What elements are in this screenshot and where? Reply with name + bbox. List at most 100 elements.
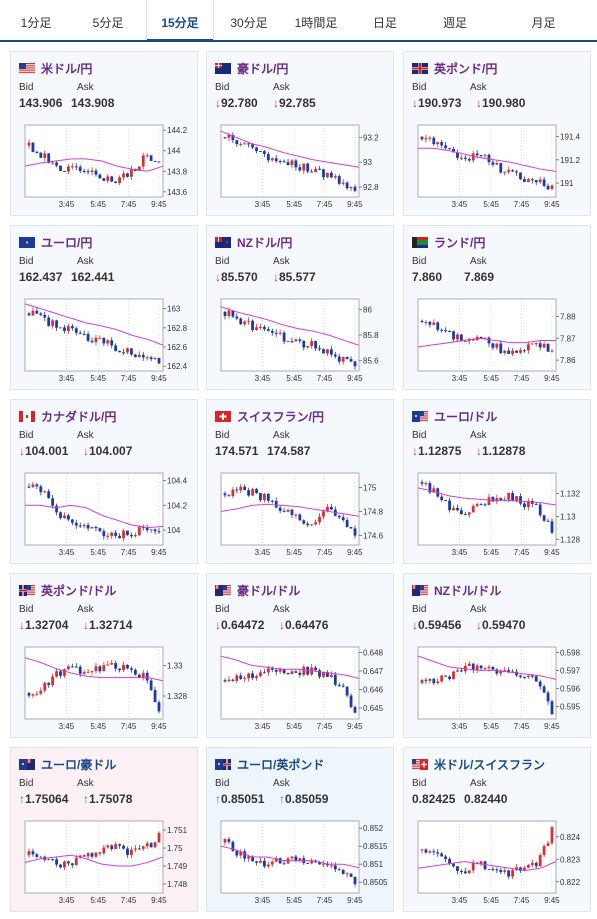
plot-area bbox=[220, 124, 360, 198]
tab-0[interactable]: 1分足 bbox=[20, 16, 52, 30]
plot-area bbox=[220, 820, 360, 894]
pair-name[interactable]: カナダドル/円 bbox=[41, 409, 117, 424]
candle-down bbox=[231, 310, 235, 317]
pair-name[interactable]: ランド/円 bbox=[434, 235, 486, 250]
candle-down bbox=[235, 489, 239, 491]
candle-down bbox=[318, 348, 321, 350]
candle-down bbox=[322, 169, 325, 178]
currency-card[interactable]: カナダドル/円 Bid Ask ↓104.001 ↓104.007 104.4 104.2 1… bbox=[10, 399, 198, 564]
price-chart[interactable]: 1.751 1.75 1.749 1.748 3:45 5:45 7:45 9:45 bbox=[19, 819, 195, 909]
candle-down bbox=[262, 326, 266, 330]
y-tick-label: 93 bbox=[363, 158, 372, 167]
tab-5[interactable]: 日足 bbox=[372, 16, 397, 30]
tab-2[interactable]: 15分足 bbox=[146, 0, 214, 42]
currency-card[interactable]: ユーロ/円 Bid Ask 162.437 162.441 163 162.8 162.6 16… bbox=[10, 225, 198, 390]
pair-header[interactable]: スイスフラン/円 bbox=[215, 408, 324, 424]
tab-4[interactable]: 1時間足 bbox=[294, 16, 338, 30]
pair-header[interactable]: 米ドル/スイスフラン bbox=[412, 756, 545, 772]
price-chart[interactable]: 93.2 93 92.8 3:45 5:45 7:45 9:45 bbox=[215, 123, 391, 213]
pair-name[interactable]: 英ポンド/ドル bbox=[41, 583, 117, 598]
bid-value-text: 143.906 bbox=[19, 96, 63, 110]
pair-name[interactable]: 英ポンド/円 bbox=[434, 61, 498, 76]
candle-up bbox=[424, 321, 428, 323]
currency-card[interactable]: 豪ドル/円 Bid Ask ↓92.780 ↓92.785 93.2 93 92.8 3:45 5… bbox=[206, 51, 394, 216]
bid-value: ↓1.32704 bbox=[19, 618, 68, 632]
candle-down bbox=[341, 869, 345, 875]
pair-header[interactable]: カナダドル/円 bbox=[19, 408, 116, 424]
price-chart[interactable]: 1.33 1.328 3:45 5:45 7:45 9:45 bbox=[19, 645, 195, 735]
tab-6[interactable]: 週足 bbox=[442, 16, 467, 30]
price-chart[interactable]: 191.4 191.2 191 3:45 5:45 7:45 9:45 bbox=[412, 123, 588, 213]
candle-down bbox=[459, 871, 463, 873]
arrow-down-icon: ↓ bbox=[273, 270, 279, 284]
pair-header[interactable]: 豪ドル/ドル bbox=[215, 582, 300, 598]
y-tick-label: 144.2 bbox=[167, 126, 188, 135]
candle-down bbox=[270, 500, 274, 502]
tab-3[interactable]: 30分足 bbox=[230, 16, 268, 30]
candle-down bbox=[444, 675, 448, 677]
price-chart[interactable]: 144.2 144 143.8 143.6 3:45 5:45 7:45 9:45 bbox=[19, 123, 195, 213]
tab-1[interactable]: 5分足 bbox=[92, 16, 124, 30]
price-chart[interactable]: 0.598 0.597 0.596 0.595 3:45 5:45 7:45 9:45 bbox=[412, 645, 588, 735]
price-chart[interactable]: 0.648 0.647 0.646 0.645 3:45 5:45 7:45 9:45 bbox=[215, 645, 391, 735]
x-tick-label: 9:45 bbox=[544, 896, 560, 905]
pair-name[interactable]: ユーロ/ドル bbox=[434, 409, 498, 424]
pair-name[interactable]: ユーロ/円 bbox=[41, 235, 93, 250]
x-tick-label: 7:45 bbox=[317, 896, 333, 905]
candle-down bbox=[318, 862, 321, 865]
pair-header[interactable]: ユーロ/英ポンド bbox=[215, 756, 324, 772]
currency-card[interactable]: 英ポンド/円 Bid Ask ↓190.973 ↓190.980 191.4 191.2 19… bbox=[403, 51, 591, 216]
candle-up bbox=[102, 665, 106, 672]
currency-card[interactable]: 米ドル/円 Bid Ask 143.906 143.908 144.2 144 143.8 14… bbox=[10, 51, 198, 216]
price-chart[interactable]: 7.88 7.87 7.86 3:45 5:45 7:45 9:45 bbox=[412, 297, 588, 387]
pair-header[interactable]: 豪ドル/円 bbox=[215, 60, 288, 76]
tab-7[interactable]: 月足 bbox=[531, 16, 556, 30]
currency-card[interactable]: NZドル/ドル Bid Ask ↓0.59456 ↓0.59470 0.598 0.597 0… bbox=[403, 573, 591, 738]
pair-header[interactable]: ユーロ/ドル bbox=[412, 408, 497, 424]
price-chart[interactable]: 1.132 1.13 1.128 3:45 5:45 7:45 9:45 bbox=[412, 471, 588, 561]
currency-card[interactable]: NZドル/円 Bid Ask ↓85.570 ↓85.577 86 85.8 85.6 3:45… bbox=[206, 225, 394, 390]
pair-name[interactable]: 米ドル/円 bbox=[41, 61, 93, 76]
candle-down bbox=[310, 171, 314, 173]
pair-name[interactable]: NZドル/円 bbox=[237, 235, 293, 250]
pair-header[interactable]: ユーロ/円 bbox=[19, 234, 92, 250]
pair-header[interactable]: 米ドル/円 bbox=[19, 60, 92, 76]
currency-card[interactable]: ユーロ/豪ドル Bid Ask ↑1.75064 ↑1.75078 1.751 1.75 1.… bbox=[10, 747, 198, 912]
pair-name[interactable]: 豪ドル/ドル bbox=[237, 583, 301, 598]
currency-card[interactable]: 米ドル/スイスフラン Bid Ask 0.82425 0.82440 0.824 0.823… bbox=[403, 747, 591, 912]
bid-value: ↑1.75064 bbox=[19, 792, 68, 806]
currency-card[interactable]: 豪ドル/ドル Bid Ask ↓0.64472 ↓0.64476 0.648 0.647 0.… bbox=[206, 573, 394, 738]
price-chart[interactable]: 104.4 104.2 104 3:45 5:45 7:45 9:45 bbox=[19, 471, 195, 561]
pair-name[interactable]: スイスフラン/円 bbox=[237, 409, 324, 424]
candle-down bbox=[118, 351, 122, 353]
pair-header[interactable]: 英ポンド/円 bbox=[412, 60, 497, 76]
x-tick-label: 9:45 bbox=[347, 548, 363, 557]
pair-name[interactable]: ユーロ/豪ドル bbox=[41, 757, 117, 772]
price-chart[interactable]: 163 162.8 162.6 162.4 3:45 5:45 7:45 9:45 bbox=[19, 297, 195, 387]
pair-header[interactable]: ユーロ/豪ドル bbox=[19, 756, 116, 772]
price-chart[interactable]: 0.824 0.823 0.822 3:45 5:45 7:45 9:45 bbox=[412, 819, 588, 909]
pair-name[interactable]: 米ドル/スイスフラン bbox=[434, 757, 545, 772]
y-tick-label: 0.824 bbox=[560, 833, 581, 842]
currency-card[interactable]: ランド/円 Bid Ask 7.860 7.869 7.88 7.87 7.86 3:45 5:4… bbox=[403, 225, 591, 390]
currency-card[interactable]: 英ポンド/ドル Bid Ask ↓1.32704 ↓1.32714 1.33 1.328 3:… bbox=[10, 573, 198, 738]
price-chart[interactable]: 0.852 0.8515 0.851 0.8505 3:45 5:45 7:45 9:45 bbox=[215, 819, 391, 909]
currency-card[interactable]: ユーロ/英ポンド Bid Ask ↑0.85051 ↑0.85059 0.852 0.851… bbox=[206, 747, 394, 912]
candle-down bbox=[353, 186, 357, 191]
candle-down bbox=[353, 876, 357, 885]
pair-name[interactable]: NZドル/ドル bbox=[434, 583, 502, 598]
candle-up bbox=[475, 504, 479, 506]
pair-name[interactable]: ユーロ/英ポンド bbox=[237, 757, 325, 772]
pair-header[interactable]: NZドル/円 bbox=[215, 234, 292, 250]
candle-down bbox=[114, 181, 118, 184]
pair-name[interactable]: 豪ドル/円 bbox=[237, 61, 289, 76]
currency-card[interactable]: ユーロ/ドル Bid Ask ↓1.12875 ↓1.12878 1.132 1.13 1.1… bbox=[403, 399, 591, 564]
price-chart[interactable]: 175 174.8 174.6 3:45 5:45 7:45 9:45 bbox=[215, 471, 391, 561]
pair-header[interactable]: 英ポンド/ドル bbox=[19, 582, 116, 598]
pair-header[interactable]: ランド/円 bbox=[412, 234, 485, 250]
candle-down bbox=[499, 163, 503, 173]
pair-header[interactable]: NZドル/ドル bbox=[412, 582, 501, 598]
price-chart[interactable]: 86 85.8 85.6 3:45 5:45 7:45 9:45 bbox=[215, 297, 391, 387]
currency-card[interactable]: スイスフラン/円 Bid Ask 174.571 174.587 175 174.8 174.… bbox=[206, 399, 394, 564]
ask-value: ↓0.64476 bbox=[279, 618, 328, 632]
